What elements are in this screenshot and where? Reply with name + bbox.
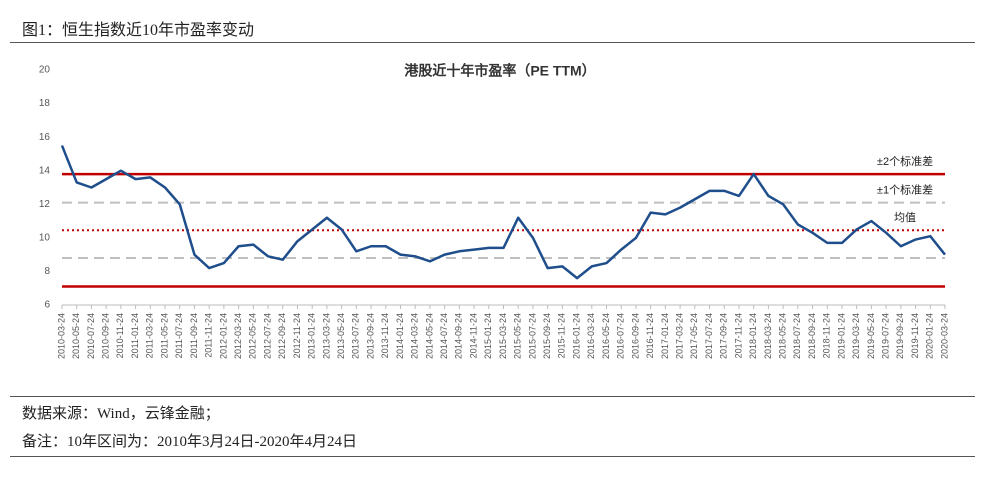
y-tick-label: 14 bbox=[39, 165, 51, 176]
x-tick-label: 2019-05-24 bbox=[866, 313, 876, 359]
x-tick-label: 2012-09-24 bbox=[277, 313, 287, 359]
reference-label: 均值 bbox=[894, 211, 916, 224]
x-tick-label: 2011-07-24 bbox=[174, 313, 184, 358]
x-tick-label: 2016-03-24 bbox=[586, 313, 596, 359]
x-tick-label: 2012-03-24 bbox=[233, 313, 243, 359]
x-tick-label: 2014-09-24 bbox=[454, 313, 464, 359]
x-tick-label: 2010-05-24 bbox=[71, 313, 81, 359]
x-tick-label: 2016-05-24 bbox=[601, 313, 611, 359]
x-tick-label: 2017-05-24 bbox=[689, 313, 699, 359]
y-tick-label: 8 bbox=[44, 266, 50, 277]
x-tick-label: 2017-03-24 bbox=[674, 313, 684, 359]
y-tick-label: 6 bbox=[44, 300, 50, 311]
range-note: 备注：10年区间为：2010年3月24日-2020年4月24日 bbox=[22, 434, 357, 450]
x-tick-label: 2011-05-24 bbox=[159, 313, 169, 358]
x-tick-label: 2010-11-24 bbox=[115, 313, 125, 358]
y-tick-label: 10 bbox=[39, 232, 51, 243]
x-tick-label: 2015-07-24 bbox=[527, 313, 537, 359]
x-tick-label: 2013-05-24 bbox=[336, 313, 346, 359]
x-tick-label: 2010-07-24 bbox=[86, 313, 96, 359]
x-tick-label: 2017-11-24 bbox=[733, 313, 743, 358]
divider bbox=[10, 42, 975, 43]
x-tick-label: 2012-11-24 bbox=[292, 313, 302, 358]
x-tick-label: 2015-09-24 bbox=[542, 313, 552, 359]
x-tick-label: 2013-07-24 bbox=[351, 313, 361, 359]
pe-line bbox=[60, 145, 946, 280]
x-tick-label: 2011-03-24 bbox=[145, 313, 155, 358]
x-tick-label: 2012-01-24 bbox=[218, 313, 228, 359]
x-tick-label: 2017-09-24 bbox=[719, 313, 729, 359]
x-tick-label: 2020-01-24 bbox=[925, 313, 935, 359]
x-tick-label: 2013-01-24 bbox=[307, 313, 317, 359]
x-tick-label: 2011-01-24 bbox=[130, 313, 140, 358]
x-tick-label: 2013-03-24 bbox=[321, 313, 331, 359]
x-tick-label: 2016-11-24 bbox=[645, 313, 655, 358]
x-tick-label: 2014-01-24 bbox=[395, 313, 405, 359]
x-tick-label: 2019-07-24 bbox=[881, 313, 891, 359]
x-tick-label: 2016-01-24 bbox=[571, 313, 581, 359]
x-tick-label: 2018-09-24 bbox=[807, 313, 817, 359]
x-tick-label: 2020-03-24 bbox=[939, 313, 949, 359]
x-tick-label: 2015-03-24 bbox=[498, 313, 508, 359]
x-tick-label: 2017-07-24 bbox=[704, 313, 714, 359]
x-tick-label: 2014-05-24 bbox=[424, 313, 434, 359]
x-tick-label: 2019-01-24 bbox=[836, 313, 846, 359]
x-tick-label: 2018-05-24 bbox=[777, 313, 787, 359]
x-tick-label: 2011-11-24 bbox=[204, 313, 214, 358]
x-tick-label: 2016-07-24 bbox=[616, 313, 626, 359]
y-tick-label: 18 bbox=[39, 98, 51, 109]
x-tick-label: 2011-09-24 bbox=[189, 313, 199, 358]
x-tick-label: 2013-09-24 bbox=[365, 313, 375, 359]
y-tick-label: 12 bbox=[39, 199, 51, 210]
x-tick-label: 2012-05-24 bbox=[248, 313, 258, 359]
x-tick-label: 2015-01-24 bbox=[483, 313, 493, 359]
reference-label: ±2个标准差 bbox=[877, 154, 933, 168]
x-tick-label: 2016-09-24 bbox=[630, 313, 640, 359]
reference-label: ±1个标准差 bbox=[877, 183, 933, 197]
divider bbox=[10, 456, 975, 457]
x-tick-label: 2018-07-24 bbox=[792, 313, 802, 359]
x-tick-label: 2015-05-24 bbox=[513, 313, 523, 359]
x-tick-label: 2019-11-24 bbox=[910, 313, 920, 358]
x-tick-label: 2013-11-24 bbox=[380, 313, 390, 358]
x-tick-label: 2018-01-24 bbox=[748, 313, 758, 359]
x-tick-label: 2018-11-24 bbox=[822, 313, 832, 358]
x-tick-label: 2010-03-24 bbox=[56, 313, 66, 359]
x-tick-label: 2017-01-24 bbox=[660, 313, 670, 359]
y-tick-label: 20 bbox=[39, 65, 51, 76]
x-tick-label: 2014-11-24 bbox=[468, 313, 478, 358]
chart: 港股近十年市盈率（PE TTM） 6 8 10 12 14 16 18 20 2010-03-2… bbox=[39, 63, 950, 359]
x-tick-label: 2014-03-24 bbox=[410, 313, 420, 359]
y-tick-label: 16 bbox=[39, 132, 51, 143]
chart-title: 港股近十年市盈率（PE TTM） bbox=[404, 63, 595, 79]
x-tick-label: 2018-03-24 bbox=[763, 313, 773, 359]
divider bbox=[10, 396, 975, 397]
x-tick-label: 2010-09-24 bbox=[101, 313, 111, 359]
x-tick-label: 2015-11-24 bbox=[557, 313, 567, 358]
source-note: 数据来源：Wind，云锋金融； bbox=[22, 406, 220, 422]
x-tick-label: 2012-07-24 bbox=[262, 313, 272, 359]
figure-caption: 图1：恒生指数近10年市盈率变动 bbox=[22, 22, 255, 39]
x-tick-label: 2019-03-24 bbox=[851, 313, 861, 359]
x-tick-label: 2014-07-24 bbox=[439, 313, 449, 359]
x-tick-label: 2019-09-24 bbox=[895, 313, 905, 359]
